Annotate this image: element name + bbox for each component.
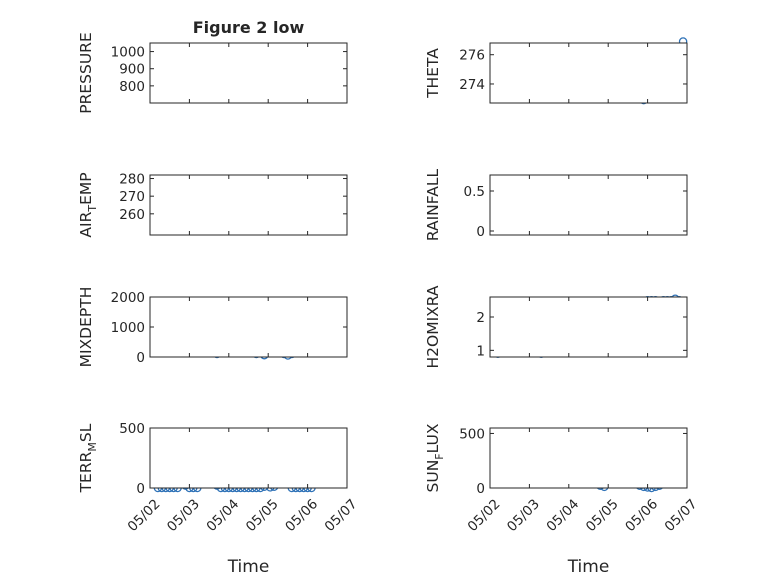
y-tick-label: 0: [476, 481, 485, 497]
panel-theta: 274 276 THETA: [424, 37, 688, 105]
y-tick-label: 0: [476, 224, 485, 240]
axes-frame: [489, 174, 688, 236]
y-tick-label: 500: [119, 421, 145, 437]
panel-rainfall: 0 0.5 RAINFALL: [424, 168, 688, 241]
y-axis-label: PRESSURE: [77, 32, 95, 114]
y-tick-label: 1: [476, 343, 485, 359]
y-axis-label: SUNFLUX: [424, 423, 446, 492]
y-tick-label: 260: [119, 207, 145, 223]
axes-frame: [489, 42, 688, 104]
y-axis-label: AIRTEMP: [77, 172, 99, 237]
x-axis-label: Time: [567, 557, 610, 577]
y-tick-label: 270: [119, 189, 145, 205]
y-tick-label: 280: [119, 172, 145, 188]
y-tick-label: 0: [136, 481, 145, 497]
y-tick-label: 276: [459, 48, 485, 64]
y-tick-label: 1000: [111, 45, 145, 61]
y-tick-label: 800: [119, 79, 145, 95]
y-axis-label: RAINFALL: [424, 168, 442, 241]
y-tick-label: 2: [476, 310, 485, 326]
axes-frame: [489, 296, 688, 358]
axes-frame: [149, 427, 348, 489]
figure-title: Figure 2 low: [193, 18, 305, 37]
y-tick-label: 500: [459, 426, 485, 442]
axes-frame: [489, 427, 688, 489]
y-tick-label: 274: [459, 77, 485, 93]
y-axis-label: H2OMIXRA: [424, 285, 442, 368]
y-tick-label: 1000: [111, 320, 145, 336]
y-axis-label: TERRMSL: [77, 423, 99, 493]
y-tick-label: 0.5: [464, 184, 485, 200]
y-axis-label: MIXDEPTH: [77, 287, 95, 368]
x-axis-label: Time: [227, 557, 270, 577]
y-tick-label: 0: [136, 350, 145, 366]
panel-mixdepth: 0 1000 2000 MIXDEPTH: [77, 287, 348, 368]
axes-frame: [149, 42, 348, 104]
y-tick-label: 2000: [111, 290, 145, 306]
y-axis-label: THETA: [424, 48, 442, 99]
axes-frame: [149, 174, 348, 236]
y-tick-label: 900: [119, 62, 145, 78]
axes-frame: [149, 296, 348, 358]
panel-h2omixra: 1 2 H2OMIXRA: [424, 285, 688, 369]
